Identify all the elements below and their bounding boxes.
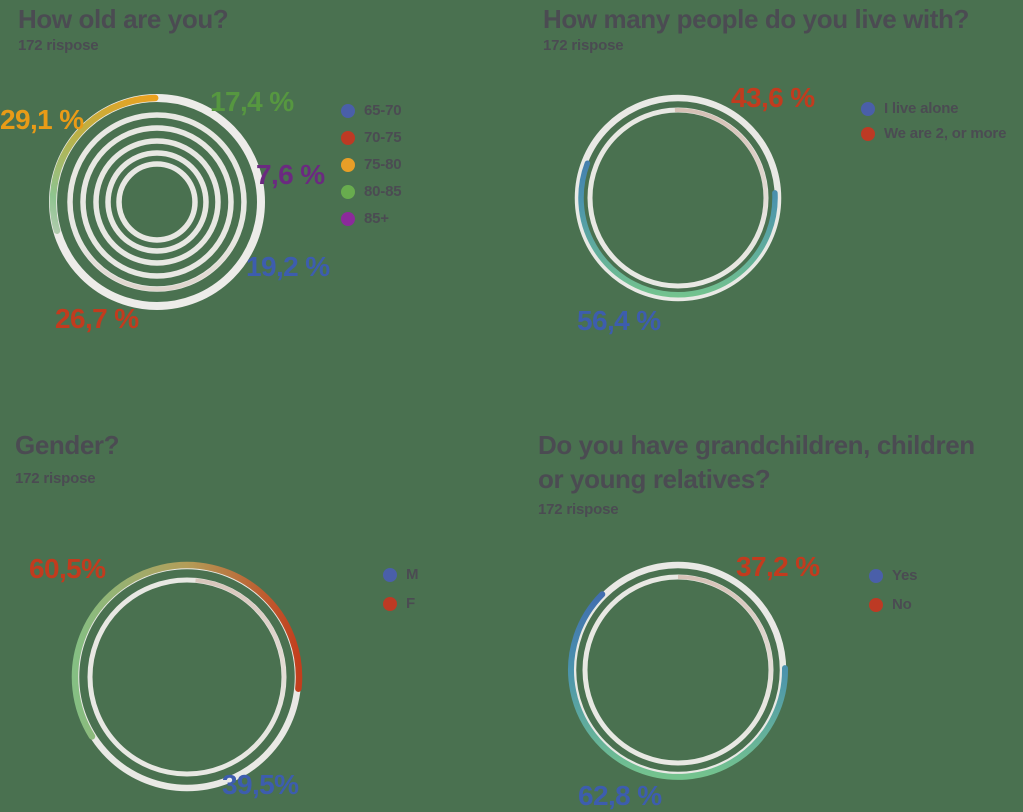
value-arc (195, 578, 286, 759)
legend-item: 85+ (341, 210, 401, 227)
percent-label: 19,2 % (246, 251, 330, 282)
percent-label: 37,2 % (736, 551, 820, 582)
legend-label: We are 2, or more (884, 125, 1007, 142)
percent-label: 56,4 % (577, 305, 661, 336)
legend-label: 85+ (364, 210, 389, 227)
legend-item: F (383, 595, 418, 612)
value-arc (674, 108, 768, 275)
percent-label: 43,6 % (731, 82, 815, 113)
response-count-household: 172 rispose (543, 37, 624, 54)
ring-track (105, 150, 209, 254)
legend-label: F (406, 595, 415, 612)
value-arc (49, 94, 159, 234)
legend-dot-icon (861, 101, 875, 116)
percent-label: 29,1 % (0, 104, 84, 135)
legend-label: I live alone (884, 100, 959, 117)
legend-dot-icon (383, 567, 397, 582)
legend-item: M (383, 566, 419, 583)
percent-label: 7,6 % (256, 159, 325, 190)
legend-dot-icon (869, 568, 883, 583)
value-arc (71, 561, 303, 740)
response-count-gender: 172 rispose (15, 470, 96, 487)
percent-label: 60,5% (29, 553, 106, 584)
legend-item: 70-75 (341, 129, 402, 146)
chart-title-household: How many people do you live with? (543, 4, 969, 34)
value-arc (578, 160, 778, 298)
legend-dot-icon (341, 211, 355, 226)
legend-household: I live alone We are 2, or more (861, 100, 1006, 142)
legend-dot-icon (383, 596, 397, 611)
ring-track (116, 161, 198, 243)
legend-item: We are 2, or more (861, 125, 1006, 142)
ring-track (574, 94, 782, 302)
legend-label: 75-80 (364, 156, 402, 173)
legend-dot-icon (341, 157, 355, 172)
percent-label: 17,4 % (210, 86, 294, 117)
value-arc (69, 216, 245, 292)
legend-label: No (892, 596, 912, 613)
value-arc (677, 575, 773, 736)
percent-label: 39,5% (222, 769, 299, 800)
legend-item: 65-70 (341, 102, 402, 119)
chart-title-age: How old are you? (18, 4, 229, 34)
legend-item: 75-80 (341, 156, 402, 173)
response-count-age: 172 rispose (18, 37, 99, 54)
percent-label: 62,8 % (578, 780, 662, 811)
legend-dot-icon (341, 130, 355, 145)
legend-dot-icon (869, 597, 883, 612)
legend-dot-icon (341, 184, 355, 199)
legend-dot-icon (341, 103, 355, 118)
legend-label: 65-70 (364, 102, 402, 119)
legend-label: 80-85 (364, 183, 402, 200)
legend-dot-icon (861, 126, 875, 141)
legend-age: 65-70 70-75 75-80 80-85 85+ (341, 102, 402, 227)
legend-label: 70-75 (364, 129, 402, 146)
value-arc (568, 591, 789, 780)
legend-label: M (406, 566, 419, 583)
legend-item: 80-85 (341, 183, 402, 200)
legend-item: Yes (869, 567, 917, 584)
legend-item: I live alone (861, 100, 1006, 117)
chart-title-grandchildren: Do you have grandchildren, children or y… (538, 430, 975, 494)
legend-item: No (869, 596, 917, 613)
ring-track (80, 125, 234, 279)
legend-grandchildren: Yes No (869, 567, 917, 613)
legend-label: Yes (892, 567, 918, 584)
response-count-grandchildren: 172 rispose (538, 501, 619, 518)
ring-track (93, 138, 221, 266)
chart-title-gender: Gender? (15, 430, 120, 460)
percent-label: 26,7 % (55, 303, 139, 334)
